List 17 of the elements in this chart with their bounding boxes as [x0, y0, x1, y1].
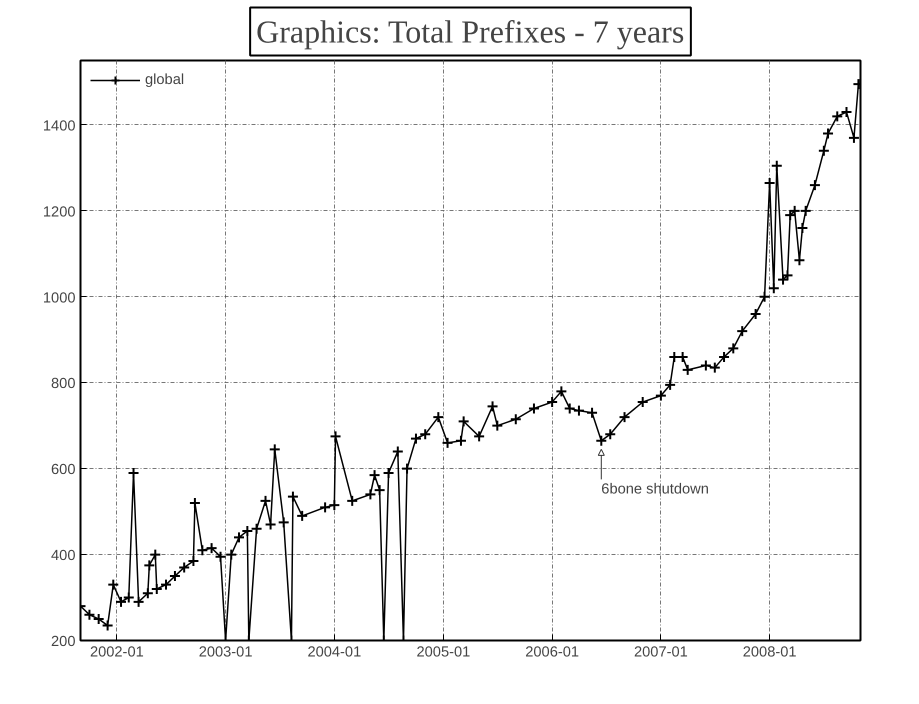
y-tick-label: 400 [51, 548, 76, 564]
x-tick-label: 2007-01 [634, 644, 688, 660]
x-tick-label: 2004-01 [307, 644, 362, 660]
y-tick-label: 200 [51, 634, 76, 650]
chart-title: Graphics: Total Prefixes - 7 years [256, 14, 684, 50]
legend-label: global [145, 72, 184, 88]
x-tick-label: 2006-01 [525, 644, 580, 660]
y-tick-label: 600 [51, 462, 76, 478]
x-tick-label: 2005-01 [416, 644, 470, 660]
y-tick-label: 800 [51, 376, 76, 392]
y-tick-label: 1400 [42, 118, 76, 134]
x-tick-label: 2008-01 [742, 644, 797, 660]
x-tick-label: 2002-01 [90, 644, 144, 660]
y-tick-label: 1200 [42, 204, 76, 220]
y-tick-label: 1000 [42, 290, 76, 306]
annotation: 6bone shutdown [601, 481, 709, 498]
x-tick-label: 2003-01 [198, 644, 252, 660]
